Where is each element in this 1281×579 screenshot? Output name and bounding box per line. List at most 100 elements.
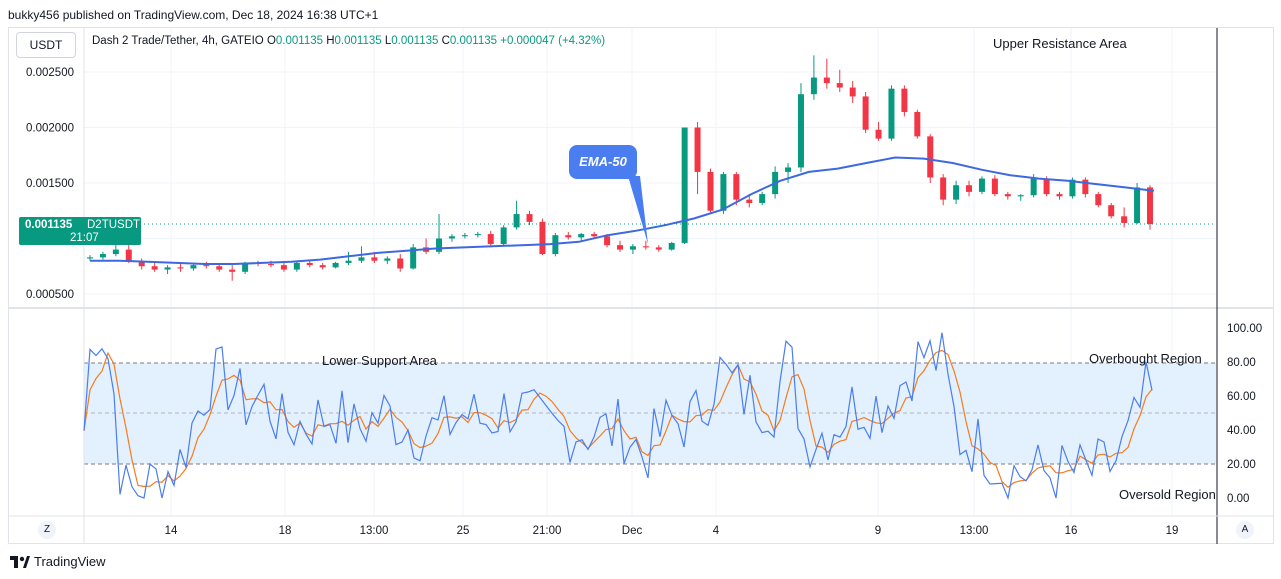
upper-resistance-label: Upper Resistance Area <box>993 36 1127 51</box>
rsi-tick-label: 20.00 <box>1227 459 1256 471</box>
ema-50-line <box>90 156 1155 265</box>
last-price: 0.001135 <box>25 219 73 231</box>
candle-body <box>125 249 132 262</box>
time-tick-label: 13:00 <box>960 525 989 537</box>
candle-body <box>836 83 843 88</box>
candle-body <box>746 199 753 203</box>
ticker-label: D2TUSDT <box>87 219 141 231</box>
candle-body <box>384 258 391 261</box>
auto-scale-button[interactable]: A <box>1236 521 1254 539</box>
candle-body <box>901 88 908 112</box>
candle-body <box>190 265 197 269</box>
candle-body <box>565 235 572 238</box>
candle-body <box>203 265 210 267</box>
legend-close: 0.001135 <box>449 35 498 47</box>
candle-body <box>280 265 287 270</box>
rsi-ma-line <box>83 349 1153 488</box>
rsi-tick-label: 60.00 <box>1227 391 1256 403</box>
candle-body <box>591 234 598 237</box>
candle-body <box>242 262 249 272</box>
tradingview-logo[interactable]: TradingView <box>10 554 106 569</box>
candle-body <box>474 234 481 236</box>
candle-body <box>332 262 339 268</box>
candle-body <box>448 236 455 239</box>
candle-body <box>823 77 830 84</box>
candle-body <box>797 94 804 168</box>
publish-header: bukky456 published on TradingView.com, D… <box>8 8 379 22</box>
candle-body <box>940 177 947 200</box>
candle-body <box>1043 178 1050 195</box>
price-tick-label: 0.002000 <box>26 123 74 135</box>
candle-body <box>681 127 688 243</box>
candle-body <box>668 242 675 250</box>
symbol-legend[interactable]: Dash 2 Trade/Tether, 4h, GATEIO O0.00113… <box>92 35 605 47</box>
tradingview-logo-text: TradingView <box>34 554 106 569</box>
candle-body <box>604 236 611 246</box>
time-tick-label: 14 <box>165 525 178 537</box>
candle-body <box>1030 178 1037 196</box>
candle-body <box>1134 187 1141 223</box>
candle-body <box>164 267 171 270</box>
candle-body <box>436 238 443 252</box>
candle-body <box>849 87 856 97</box>
candle-body <box>229 269 236 272</box>
time-tick-label: 9 <box>875 525 881 537</box>
candle-body <box>720 174 727 211</box>
candle-body <box>862 96 869 130</box>
time-tick-label: 16 <box>1065 525 1078 537</box>
time-tick-label: 25 <box>457 525 470 537</box>
rsi-band <box>84 363 1216 464</box>
legend-change: +0.000047 (+4.32%) <box>500 35 606 47</box>
overbought-label: Overbought Region <box>1089 351 1202 366</box>
candle-body <box>151 266 158 270</box>
candle-body <box>617 245 623 250</box>
candle-body <box>513 214 520 228</box>
time-tick-label: Dec <box>622 525 643 537</box>
time-tick-label: 13:00 <box>360 525 389 537</box>
rsi-tick-label: 100.00 <box>1227 323 1262 335</box>
currency-selector[interactable]: USDT <box>16 32 76 58</box>
candle-body <box>461 235 468 237</box>
legend-low-label: L <box>384 35 392 47</box>
candle-body <box>1108 205 1115 217</box>
candle-body <box>785 167 792 172</box>
candle-body <box>306 262 313 266</box>
price-tick-label: 0.001500 <box>26 178 74 190</box>
candle-body <box>642 246 649 248</box>
candle-body <box>1017 195 1024 197</box>
candle-body <box>707 171 714 211</box>
time-axis[interactable]: 14 18 13:00 25 21:00 Dec 4 9 13:00 16 19 <box>165 525 1179 537</box>
time-tick-label: 4 <box>713 525 720 537</box>
candle-body <box>953 185 960 200</box>
legend-open: 0.001135 <box>275 35 324 47</box>
candle-body <box>112 249 119 255</box>
candle-body <box>914 111 921 137</box>
candle-body <box>345 260 352 263</box>
candle-body <box>991 178 998 195</box>
rsi-axis[interactable]: 100.00 80.00 60.00 40.00 20.00 0.00 <box>1227 323 1262 505</box>
chart-frame <box>8 27 1274 544</box>
tradingview-logo-icon <box>10 555 30 568</box>
candle-body <box>397 258 404 269</box>
candle-body <box>655 247 662 250</box>
legend-low: 0.001135 <box>391 35 439 47</box>
time-tick-label: 21:00 <box>533 525 562 537</box>
candle-body <box>177 267 184 269</box>
candle-body <box>1095 194 1102 206</box>
time-tick-label: 19 <box>1166 525 1179 537</box>
candle-body <box>526 214 533 222</box>
legend-high-label: H <box>326 35 335 47</box>
ema-50-callout: EMA-50 <box>569 145 637 179</box>
price-axis[interactable]: 0.002500 0.002000 0.001500 0.000500 <box>26 67 74 301</box>
candle-body <box>216 266 223 270</box>
price-tick-label: 0.000500 <box>26 289 74 301</box>
candle-body <box>371 257 378 261</box>
candle-body <box>759 194 766 203</box>
candle-body <box>1082 179 1089 195</box>
candle-body <box>1056 194 1063 197</box>
zoom-button[interactable]: Z <box>38 521 56 539</box>
rsi-tick-label: 40.00 <box>1227 425 1256 437</box>
price-tick-label: 0.002500 <box>26 67 74 79</box>
legend-symbol: Dash 2 Trade/Tether, 4h, GATEIO <box>92 35 264 47</box>
